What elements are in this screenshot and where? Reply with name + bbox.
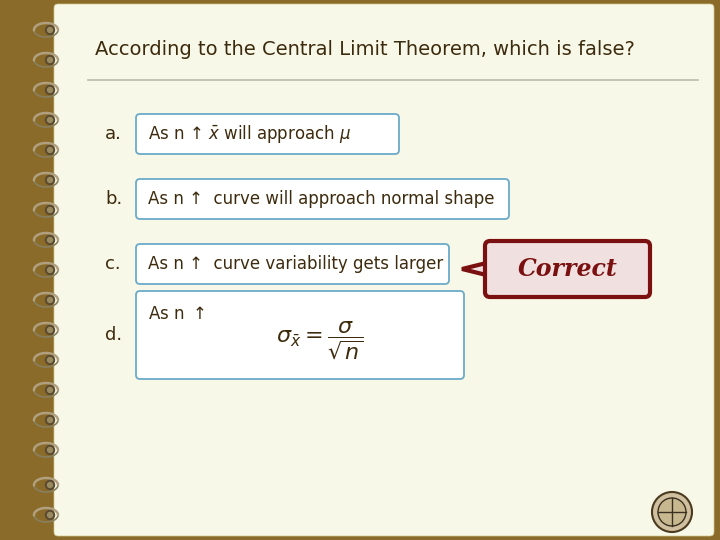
Text: a.: a. [105,125,122,143]
Text: As n $\uparrow$: As n $\uparrow$ [148,305,205,323]
Circle shape [48,512,53,517]
Circle shape [48,388,53,393]
Circle shape [48,298,53,302]
FancyBboxPatch shape [485,241,650,297]
Text: As n ↑ $\bar{x}$ will approach $\mu$: As n ↑ $\bar{x}$ will approach $\mu$ [148,123,351,145]
FancyBboxPatch shape [136,291,464,379]
Circle shape [45,206,55,214]
Circle shape [45,326,55,334]
Circle shape [45,386,55,395]
Circle shape [45,295,55,305]
Circle shape [45,85,55,94]
Text: b.: b. [105,190,122,208]
Circle shape [45,235,55,245]
Circle shape [45,355,55,364]
Circle shape [45,510,55,519]
Circle shape [48,147,53,152]
Circle shape [658,498,686,526]
Circle shape [48,178,53,183]
Circle shape [48,448,53,453]
Circle shape [45,145,55,154]
Circle shape [45,266,55,274]
Circle shape [48,57,53,63]
Circle shape [652,492,692,532]
Circle shape [48,118,53,123]
Polygon shape [491,263,498,275]
Circle shape [45,116,55,125]
Circle shape [48,238,53,242]
Circle shape [48,483,53,488]
FancyBboxPatch shape [54,4,714,536]
Text: As n ↑  curve will approach normal shape: As n ↑ curve will approach normal shape [148,190,495,208]
FancyBboxPatch shape [136,244,449,284]
Circle shape [45,56,55,64]
Circle shape [45,176,55,185]
Circle shape [48,417,53,422]
Text: d.: d. [105,326,122,344]
Polygon shape [462,262,490,276]
FancyBboxPatch shape [136,114,399,154]
Circle shape [48,207,53,213]
Circle shape [48,267,53,273]
Circle shape [48,87,53,92]
Circle shape [45,446,55,455]
FancyBboxPatch shape [136,179,509,219]
Circle shape [45,415,55,424]
Circle shape [48,357,53,362]
Text: Correct: Correct [518,257,617,281]
Text: c.: c. [105,255,121,273]
Text: $\sigma_{\bar{x}} = \dfrac{\sigma}{\sqrt{n}}$: $\sigma_{\bar{x}} = \dfrac{\sigma}{\sqrt… [276,319,364,361]
Circle shape [48,327,53,333]
Text: According to the Central Limit Theorem, which is false?: According to the Central Limit Theorem, … [95,40,635,59]
Circle shape [45,481,55,489]
Text: As n ↑  curve variability gets larger: As n ↑ curve variability gets larger [148,255,444,273]
Circle shape [45,25,55,35]
Circle shape [48,28,53,32]
